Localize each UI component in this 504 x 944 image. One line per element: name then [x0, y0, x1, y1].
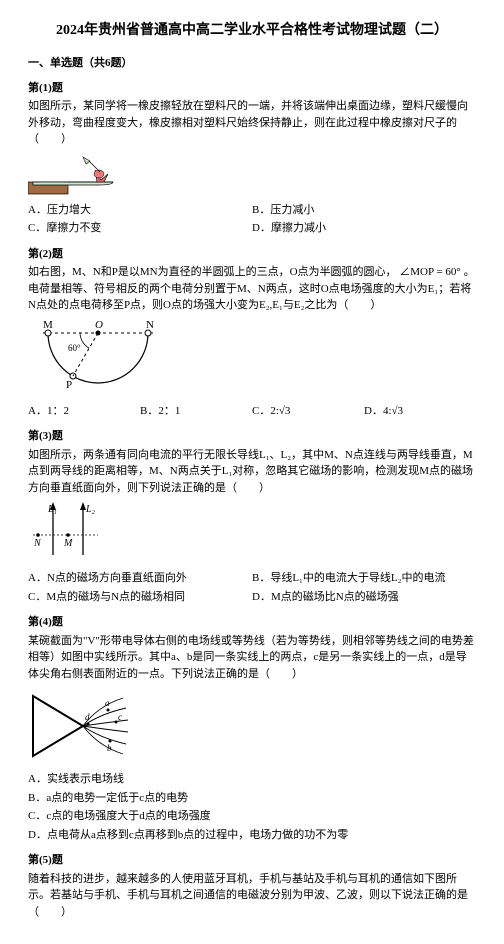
q3-opt-d: D．M点的磁场比N点的磁场强 [252, 588, 476, 607]
q4-header: 第(4)题 [28, 614, 476, 631]
q4-text: 某碗截面为"V"形带电导体右侧的电场线或等势线（若为等势线，则相邻等势线之间的电… [28, 633, 476, 683]
svg-text:a: a [105, 698, 110, 708]
q2-opt-b: B．2：1 [140, 402, 252, 421]
q3-figure: L₁ L₂ M N [28, 500, 476, 565]
q2-figure: M O N P 60° [28, 318, 476, 398]
q1-figure [28, 152, 476, 197]
q4-opt-b: B．a点的电势一定低于c点的电势 [28, 789, 476, 808]
q2-label-n: N [146, 319, 154, 331]
q3-header: 第(3)题 [28, 428, 476, 445]
q2-label-angle: 60° [68, 343, 81, 353]
q3-text: 如图所示，两条通有同向电流的平行无限长导线L₁、L₂，其中M、N点连线与两导线垂… [28, 447, 476, 497]
svg-text:c: c [118, 712, 122, 722]
q2-text: 如右图，M、N和P是以MN为直径的半圆弧上的三点，O点为半圆弧的圆心， ∠MOP… [28, 264, 476, 314]
q2-text-a: 如右图，M、N和P是以MN为直径的半圆弧上的三点，O点为半圆弧的圆心， [28, 266, 397, 278]
q2-label-o: O [95, 319, 103, 331]
q1-text: 如图所示，某同学将一橡皮擦轻放在塑料尺的一端，并将该端伸出桌面边缘，塑料尺缓慢向… [28, 98, 476, 148]
q1-opt-d: D．摩擦力减小 [252, 219, 476, 238]
q1-opt-a: A．压力增大 [28, 201, 252, 220]
q2-opt-d: D．4:√3 [364, 402, 476, 421]
q4-options: A．实线表示电场线 B．a点的电势一定低于c点的电势 C．c点的电场强度大于d点… [28, 770, 476, 844]
q2-label-p: P [66, 379, 72, 391]
svg-text:b: b [107, 743, 112, 753]
q4-opt-a: A．实线表示电场线 [28, 770, 476, 789]
q3-label-n: N [33, 538, 42, 549]
q2-options: A．1：2 B．2：1 C．2:√3 D．4:√3 [28, 402, 476, 421]
q5-header: 第(5)题 [28, 852, 476, 869]
q3-label-m: M [63, 538, 73, 549]
q2-label-m: M [43, 319, 53, 331]
q1-header: 第(1)题 [28, 80, 476, 97]
q1-options: A．压力增大 B．压力减小 C．摩擦力不变 D．摩擦力减小 [28, 201, 476, 238]
q5-text: 随着科技的进步，越来越多的人使用蓝牙耳机，手机与基站及手机与耳机的通信如下图所示… [28, 871, 476, 921]
q3-options: A．N点的磁场方向垂直纸面向外 B．导线L₁中的电流大于导线L₂中的电流 C．M… [28, 569, 476, 606]
q3-label-l2: L₂ [85, 504, 96, 515]
q2-text-b: ∠MOP = 60° [399, 266, 461, 278]
q3-opt-c: C．M点的磁场与N点的磁场相同 [28, 588, 252, 607]
q2-opt-a: A．1：2 [28, 402, 140, 421]
section-header: 一、单选题（共6题） [28, 55, 476, 72]
q4-figure: d a c b [28, 686, 476, 766]
q2-opt-c: C．2:√3 [252, 402, 364, 421]
q4-opt-c: C．c点的电场强度大于d点的电场强度 [28, 807, 476, 826]
q4-opt-d: D．点电荷从a点移到c点再移到b点的过程中，电场力做的功不为零 [28, 826, 476, 845]
q3-opt-b: B．导线L₁中的电流大于导线L₂中的电流 [252, 569, 476, 588]
q2-header: 第(2)题 [28, 246, 476, 263]
page-title: 2024年贵州省普通高中高二学业水平合格性考试物理试题（二） [28, 20, 476, 41]
q3-opt-a: A．N点的磁场方向垂直纸面向外 [28, 569, 252, 588]
q1-opt-c: C．摩擦力不变 [28, 219, 252, 238]
svg-text:d: d [85, 712, 90, 722]
q1-opt-b: B．压力减小 [252, 201, 476, 220]
q3-label-l1: L₁ [47, 504, 57, 515]
